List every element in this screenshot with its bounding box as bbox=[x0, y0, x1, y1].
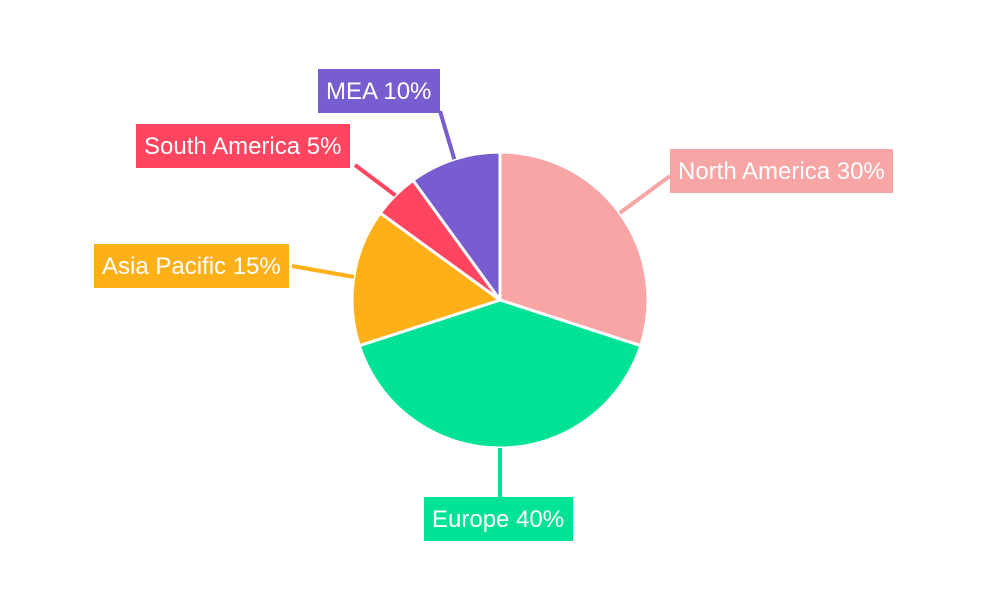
data-label-text: Asia Pacific 15% bbox=[102, 253, 281, 280]
pie-slice-asia-pacific[interactable] bbox=[350, 211, 502, 348]
leader-line-asia-pacific bbox=[291, 264, 355, 279]
data-label-text: South America 5% bbox=[144, 133, 341, 160]
data-label-box bbox=[424, 497, 573, 541]
data-label-north-america: North America 30% bbox=[670, 149, 893, 193]
data-label-box bbox=[670, 149, 893, 193]
data-label-box bbox=[94, 244, 289, 288]
data-label-box bbox=[318, 69, 440, 113]
pie-slice-europe[interactable] bbox=[357, 298, 643, 450]
leader-lines-layer bbox=[291, 110, 672, 497]
data-label-asia-pacific: Asia Pacific 15% bbox=[94, 244, 289, 288]
slices-layer bbox=[350, 150, 650, 450]
data-label-europe: Europe 40% bbox=[424, 497, 573, 541]
labels-layer: North America 30% Europe 40% Asia Pacific … bbox=[94, 69, 893, 541]
data-label-text: Europe 40% bbox=[432, 506, 564, 533]
leader-line-south-america bbox=[353, 163, 397, 197]
leader-line-north-america bbox=[618, 174, 672, 215]
data-label-box bbox=[136, 124, 350, 168]
data-label-text: North America 30% bbox=[678, 158, 885, 185]
leader-line-mea bbox=[438, 110, 457, 160]
data-label-south-america: South America 5% bbox=[136, 124, 350, 168]
data-label-text: MEA 10% bbox=[326, 78, 431, 105]
data-label-mea: MEA 10% bbox=[318, 69, 440, 113]
pie-slice-mea[interactable] bbox=[411, 150, 502, 302]
